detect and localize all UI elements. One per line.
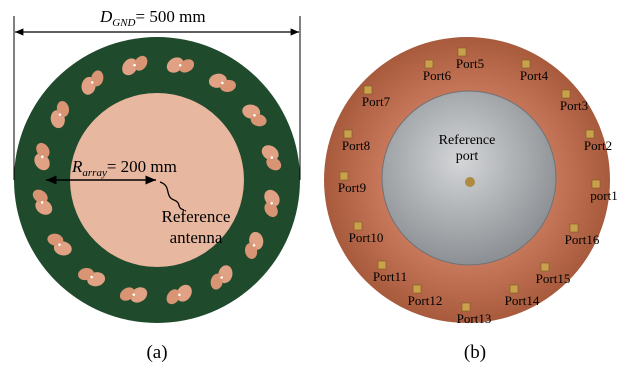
port-connector <box>340 172 348 180</box>
port-connector <box>458 48 466 56</box>
figure: DGND= 500 mm Rarray= 200 mm Reference an… <box>0 0 626 368</box>
port-label: Port5 <box>456 56 484 71</box>
port-label: Port3 <box>560 98 588 113</box>
annotation: Reference <box>439 133 496 148</box>
port-label: Port13 <box>457 311 492 326</box>
annotation: Reference <box>162 207 231 226</box>
port-label: Port6 <box>423 68 452 83</box>
port-connector <box>364 86 372 94</box>
port-connector <box>378 261 386 269</box>
port-connector <box>562 90 570 98</box>
port-connector <box>570 224 578 232</box>
port-label: Port16 <box>565 232 600 247</box>
dim-label: DGND= 500 mm <box>99 7 206 29</box>
port-label: Port2 <box>584 138 612 153</box>
port-connector <box>344 130 352 138</box>
caption: (b) <box>464 342 486 363</box>
caption: (a) <box>146 342 167 363</box>
port-connector <box>522 60 530 68</box>
port-label: Port11 <box>373 269 407 284</box>
port-connector <box>586 130 594 138</box>
annotation: antenna <box>170 228 223 247</box>
port-connector <box>425 60 433 68</box>
port-label: Port10 <box>349 230 384 245</box>
port-label: Port7 <box>362 94 391 109</box>
port-connector <box>354 222 362 230</box>
port-label: Port12 <box>408 293 443 308</box>
port-connector <box>592 180 600 188</box>
port-connector <box>413 285 421 293</box>
annotation: port <box>456 149 479 164</box>
reference-port <box>465 177 475 187</box>
port-connector <box>510 285 518 293</box>
port-connector <box>462 303 470 311</box>
port-label: Port15 <box>536 271 571 286</box>
port-label: Port14 <box>505 293 540 308</box>
port-label: port1 <box>590 188 617 203</box>
port-label: Port4 <box>520 68 549 83</box>
port-label: Port8 <box>342 138 370 153</box>
port-label: Port9 <box>338 180 366 195</box>
port-connector <box>541 263 549 271</box>
